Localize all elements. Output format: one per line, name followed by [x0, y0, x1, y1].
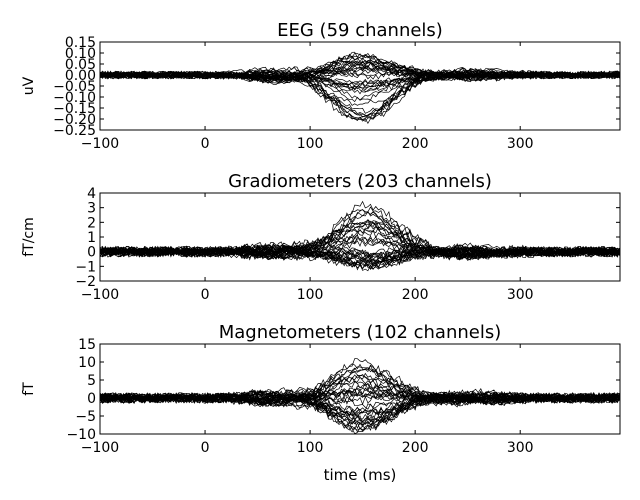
magnetometers-x-tick-label: 300: [507, 440, 534, 456]
gradiometers-x-tick-label: 200: [402, 287, 429, 303]
magnetometers-y-tick-label: 0: [87, 391, 96, 407]
gradiometers-y-tick-label: 1: [87, 230, 96, 246]
gradiometers-channel-trace: [99, 245, 621, 268]
eeg-ylabel: uV: [21, 76, 37, 95]
gradiometers-x-tick-label: −100: [81, 287, 119, 303]
gradiometers-y-tick-label: 4: [87, 186, 96, 202]
time-axis-label: time (ms): [324, 466, 397, 484]
magnetometers-ticks: −100 0 100 200 300 15 10 5 0 −5 −10: [66, 337, 620, 456]
eeg-channel-trace: [99, 70, 621, 90]
gradiometers-channel-trace: [99, 200, 621, 260]
gradiometers-y-tick-label: 3: [87, 201, 96, 217]
magnetometers-y-tick-label: −10: [66, 427, 96, 443]
magnetometers-axes-frame: [99, 343, 621, 435]
gradiometers-y-tick-label: −2: [75, 274, 96, 290]
gradiometers-ylabel: fT/cm: [21, 217, 37, 257]
magnetometers-x-tick-label: 200: [402, 440, 429, 456]
eeg-x-tick-label: 300: [507, 136, 534, 152]
gradiometers-traces: [99, 200, 621, 272]
magnetometers-traces: [99, 358, 621, 435]
magnetometers-y-tick-label: −5: [75, 409, 96, 425]
eeg-y-tick-label: 0.05: [65, 57, 96, 73]
eeg-y-tick-label: −0.05: [53, 79, 96, 95]
magnetometers-panel: −100 0 100 200 300 15 10 5 0 −5 −10 Magnetometers …: [21, 322, 621, 456]
gradiometers-channel-trace: [99, 211, 621, 257]
eeg-x-tick-label: 0: [201, 136, 210, 152]
gradiometers-y-tick-label: −1: [75, 259, 96, 275]
gradiometers-channel-trace: [99, 226, 621, 260]
gradiometers-y-tick-label: 0: [87, 245, 96, 261]
magnetometers-channel-trace: [99, 358, 621, 407]
eeg-ticks: −100 0 100 200 300 0.150.100.050.00−0.05−0.10…: [53, 35, 620, 152]
gradiometers-x-tick-label: 0: [201, 287, 210, 303]
magnetometers-title: Magnetometers (102 channels): [219, 322, 502, 343]
magnetometers-channel-trace: [99, 374, 621, 407]
eeg-x-tick-label: 200: [402, 136, 429, 152]
gradiometers-channel-trace: [99, 244, 621, 262]
magnetometers-x-tick-label: 100: [297, 440, 324, 456]
eeg-x-tick-label: −100: [81, 136, 119, 152]
gradiometers-channel-trace: [99, 245, 621, 270]
eeg-y-tick-label: −0.20: [53, 112, 96, 128]
gradiometers-x-tick-label: 100: [297, 287, 324, 303]
magnetometers-channel-trace: [99, 392, 621, 410]
magnetometers-y-tick-label: 15: [78, 337, 96, 353]
eeg-channel-trace: [99, 60, 621, 82]
eeg-x-tick-label: 100: [297, 136, 324, 152]
eeg-panel: −100 0 100 200 300 0.150.100.050.00−0.05−0.10…: [21, 20, 621, 152]
magnetometers-y-tick-label: 10: [78, 355, 96, 371]
magnetometers-channel-trace: [99, 390, 621, 423]
gradiometers-channel-trace: [99, 236, 621, 261]
eeg-y-tick-label: 0.15: [65, 35, 96, 51]
eeg-traces: [99, 51, 621, 125]
eeg-y-tick-label: −0.25: [53, 123, 96, 139]
magnetometers-x-tick-label: −100: [81, 440, 119, 456]
magnetometers-x-tick-label: 0: [201, 440, 210, 456]
eeg-y-tick-label: 0.10: [65, 46, 96, 62]
gradiometers-channel-trace: [99, 243, 621, 268]
gradiometers-y-tick-label: 2: [87, 215, 96, 231]
eeg-y-tick-label: −0.15: [53, 101, 96, 117]
eeg-channel-trace: [99, 69, 621, 125]
gradiometers-title: Gradiometers (203 channels): [228, 171, 492, 192]
gradiometers-channel-trace: [99, 245, 621, 259]
gradiometers-x-tick-label: 300: [507, 287, 534, 303]
magnetometers-ylabel: fT: [21, 382, 37, 396]
eeg-y-tick-label: 0.00: [65, 68, 96, 84]
magnetometers-y-tick-label: 5: [87, 373, 96, 389]
eeg-channel-trace: [99, 60, 621, 82]
eeg-y-tick-label: −0.10: [53, 90, 96, 106]
eeg-title: EEG (59 channels): [277, 20, 443, 41]
magnetometers-channel-trace: [99, 388, 621, 406]
